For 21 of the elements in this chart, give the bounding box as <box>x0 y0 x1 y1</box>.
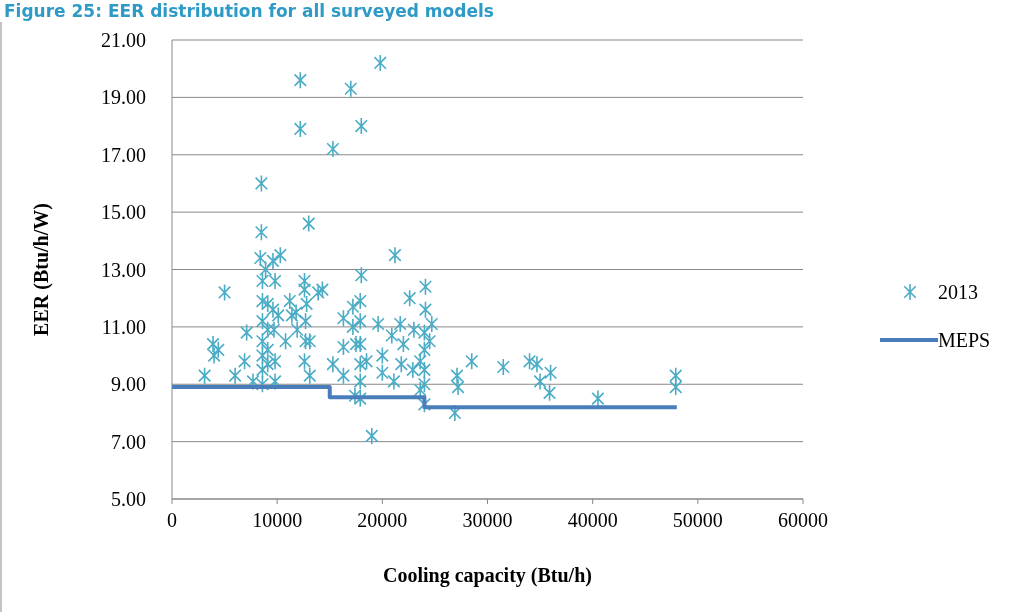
y-tick-label: 19.00 <box>101 86 146 109</box>
y-tick-label: 15.00 <box>101 201 146 224</box>
legend-label: 2013 <box>938 281 978 303</box>
chart-title: Figure 25: EER distribution for all surveyed models <box>4 1 494 21</box>
y-axis-title: EER (Btu/h/W) <box>30 203 53 336</box>
x-tick-label: 20000 <box>357 509 408 531</box>
y-tick-label: 7.00 <box>111 430 146 453</box>
y-tick-label: 9.00 <box>111 373 146 396</box>
y-tick-label: 21.00 <box>101 29 146 51</box>
legend-label: MEPS <box>938 329 991 351</box>
x-tick-label: 0 <box>167 509 177 531</box>
x-tick-label: 50000 <box>672 509 723 531</box>
x-tick-label: 60000 <box>778 509 828 531</box>
y-tick-label: 5.00 <box>111 488 146 510</box>
x-tick-label: 10000 <box>252 509 303 531</box>
x-tick-label: 30000 <box>462 509 513 531</box>
y-tick-label: 17.00 <box>101 143 146 166</box>
x-axis-title: Cooling capacity (Btu/h) <box>383 564 592 587</box>
y-tick-label: 13.00 <box>101 258 146 281</box>
x-tick-label: 40000 <box>567 509 618 531</box>
y-tick-label: 11.00 <box>101 315 146 338</box>
